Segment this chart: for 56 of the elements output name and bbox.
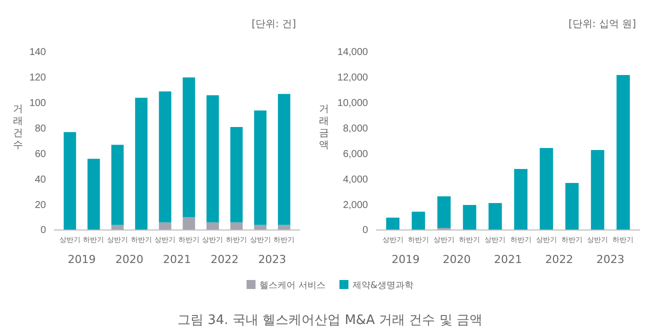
bar bbox=[590, 150, 604, 230]
text: 2019 bbox=[392, 253, 420, 266]
y-tick-label: 10,000 bbox=[337, 98, 368, 110]
text: 2022 bbox=[210, 253, 239, 266]
text: 2020 bbox=[115, 253, 144, 266]
bar bbox=[254, 110, 266, 225]
bar bbox=[616, 75, 630, 230]
bar bbox=[158, 91, 172, 222]
bar bbox=[565, 182, 579, 230]
y-tick-label: 60 bbox=[34, 148, 46, 160]
y-tick-label: 140 bbox=[29, 47, 46, 58]
bar bbox=[437, 196, 451, 228]
bar bbox=[182, 77, 196, 218]
text: 2021 bbox=[494, 253, 522, 266]
bar bbox=[158, 222, 172, 230]
legend-label: 제약&생명과학 bbox=[352, 281, 414, 291]
bar bbox=[111, 144, 124, 225]
chart-subtitle: [단위: 건] bbox=[252, 19, 296, 30]
bar bbox=[514, 168, 528, 230]
bar bbox=[540, 148, 554, 230]
text: 그림 34. 국내 헬스케어산업 M&A 거래 건수 및 금액 bbox=[178, 313, 482, 328]
bar bbox=[182, 217, 196, 230]
text: 2020 bbox=[442, 253, 471, 266]
bar bbox=[206, 95, 219, 222]
bar bbox=[412, 212, 426, 230]
y-tick-label: 8,000 bbox=[342, 123, 368, 134]
y-tick-label: 2,000 bbox=[342, 200, 368, 211]
legend-label: 헬스케어 서비스 bbox=[260, 281, 326, 291]
y-axis-title: 거래금액 bbox=[319, 104, 329, 151]
y-tick-label: 20 bbox=[34, 200, 46, 211]
y-tick-label: 14,000 bbox=[337, 47, 368, 58]
y-tick-label: 6,000 bbox=[342, 148, 368, 160]
bar bbox=[488, 203, 502, 230]
bar bbox=[462, 204, 476, 230]
y-tick-label: 80 bbox=[34, 123, 46, 134]
bar bbox=[64, 132, 76, 230]
bar bbox=[206, 222, 219, 230]
y-tick-label: 100 bbox=[29, 98, 46, 110]
bar bbox=[278, 94, 290, 225]
bar bbox=[88, 158, 100, 230]
y-tick-label: 40 bbox=[34, 174, 46, 186]
y-tick-label: 0 bbox=[362, 225, 368, 236]
bar bbox=[386, 218, 400, 230]
y-tick-label: 12,000 bbox=[337, 72, 368, 84]
bar bbox=[135, 98, 148, 230]
chart-subtitle: [단위: 십억 원] bbox=[568, 19, 636, 30]
text: 2023 bbox=[596, 253, 624, 266]
text: 2019 bbox=[68, 253, 96, 266]
y-tick-label: 0 bbox=[40, 225, 46, 236]
text: 2021 bbox=[163, 253, 191, 266]
text: 2022 bbox=[545, 253, 574, 266]
y-tick-label: 4,000 bbox=[342, 174, 368, 186]
y-tick-label: 120 bbox=[29, 72, 46, 84]
y-axis-title: 거래건수 bbox=[13, 104, 23, 151]
text: 2023 bbox=[258, 253, 286, 266]
bar bbox=[230, 127, 243, 222]
